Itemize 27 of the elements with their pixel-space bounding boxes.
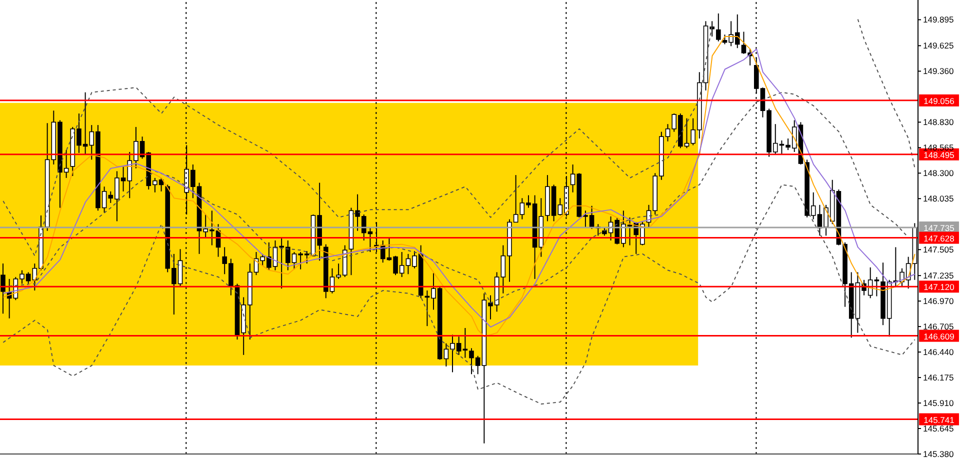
line-series: [2, 184, 916, 404]
y-tick-label: 149.360: [923, 66, 954, 76]
y-tick-label: 145.380: [923, 449, 954, 460]
y-tick-label: 147.235: [923, 270, 954, 281]
y-tick-label: 149.895: [923, 14, 954, 25]
line-series: [857, 18, 916, 169]
ref-line-label: 147.735: [924, 222, 955, 233]
y-tick-label: 148.830: [923, 117, 954, 128]
ref-line-label: 147.120: [924, 282, 955, 292]
y-tick-label: 145.645: [923, 424, 954, 434]
ref-line-label: 148.495: [924, 150, 955, 160]
y-tick-label: 146.705: [923, 322, 954, 332]
y-tick-label: 148.300: [923, 168, 954, 178]
ref-line-label: 145.741: [924, 414, 955, 425]
y-tick-label: 145.910: [923, 398, 954, 408]
ref-line-label: 149.056: [924, 96, 955, 106]
line-series: [2, 24, 713, 256]
y-tick-label: 147.505: [923, 244, 954, 255]
candlestick: [0, 263, 6, 314]
y-tick-label: 149.625: [923, 40, 954, 51]
y-tick-label: 146.970: [923, 296, 954, 306]
y-tick-label: 146.440: [923, 347, 954, 358]
ref-line-label: 147.628: [924, 233, 955, 244]
ref-line-label: 146.609: [924, 331, 955, 342]
y-tick-label: 148.035: [923, 194, 954, 204]
candlestick: [716, 12, 721, 42]
y-tick-label: 146.175: [923, 372, 954, 383]
